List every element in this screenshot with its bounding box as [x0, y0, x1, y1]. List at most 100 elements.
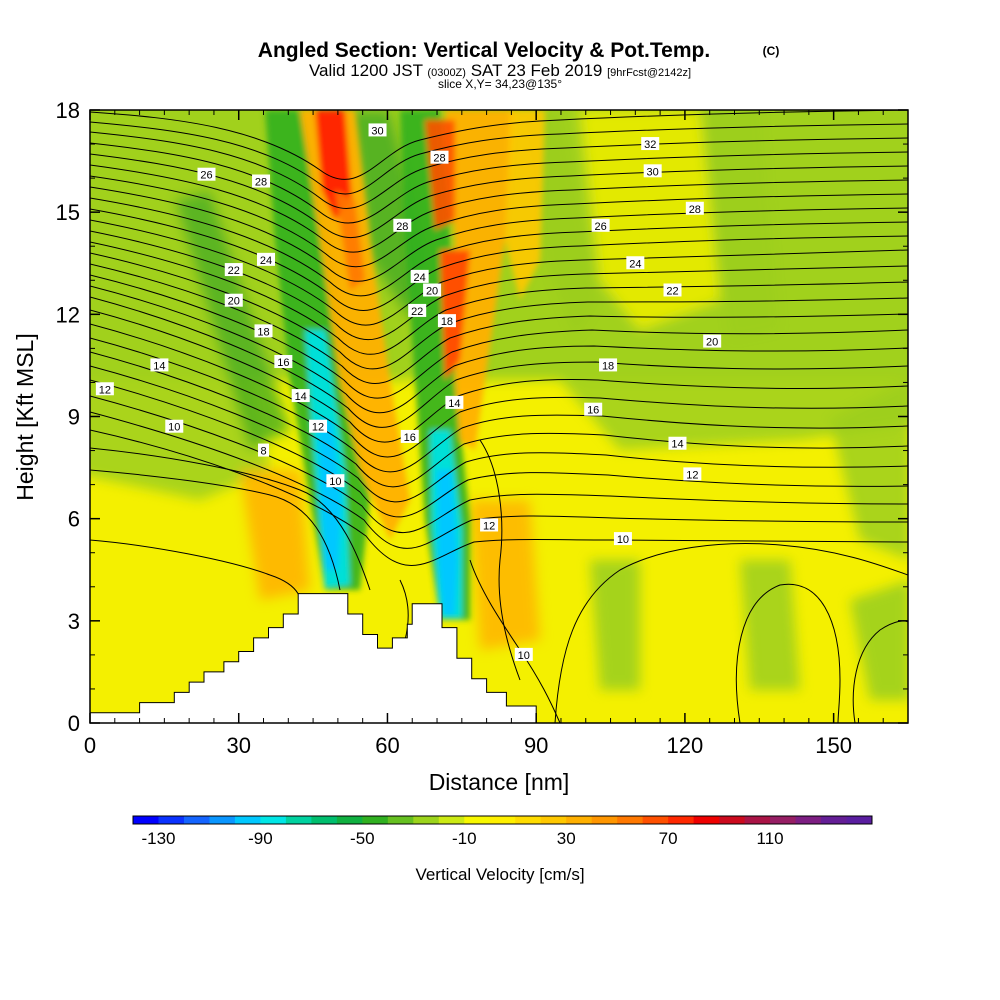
colorbar-swatch — [311, 816, 338, 824]
colorbar-tick-label: -130 — [141, 829, 175, 848]
theta-contour-right-low-1 — [554, 543, 908, 723]
w-right-green-streak — [830, 381, 908, 560]
theta-label-box — [445, 395, 464, 409]
theta-contour-row-26 — [90, 411, 908, 549]
theta-label-box — [252, 174, 271, 188]
colorbar-swatch — [133, 816, 159, 824]
colorbar-swatch — [438, 816, 465, 824]
w-lower-right-green-a — [590, 560, 640, 690]
theta-label: 28 — [396, 221, 408, 233]
theta-label: 30 — [647, 166, 659, 178]
colorbar-swatch — [413, 816, 440, 824]
theta-label-box — [643, 164, 662, 178]
theta-label: 20 — [228, 296, 240, 308]
theta-contour-row-12 — [90, 230, 908, 341]
w-far-right-green — [700, 110, 780, 340]
theta-label-box — [514, 647, 533, 661]
colorbar-swatch — [795, 816, 822, 824]
colorbar-swatch — [846, 816, 873, 824]
theta-label: 12 — [312, 422, 324, 434]
theta-label: 12 — [686, 469, 698, 481]
w-first-downdraft-core — [318, 420, 342, 570]
w-first-updraft-red-tail — [335, 190, 365, 290]
theta-label: 22 — [666, 285, 678, 297]
theta-label: 26 — [200, 170, 212, 182]
colorbar-swatch — [744, 816, 771, 824]
colorbar-swatch — [234, 816, 261, 824]
colorbar-tick-label: 110 — [757, 829, 784, 848]
theta-label: 18 — [602, 360, 614, 372]
colorbar-swatch — [515, 816, 542, 824]
theta-label-box — [95, 382, 114, 396]
theta-label-box — [150, 358, 169, 372]
colorbar-swatch — [464, 816, 491, 824]
y-tick-label: 0 — [68, 711, 80, 736]
x-tick-label: 30 — [226, 733, 250, 758]
x-tick-label: 150 — [815, 733, 852, 758]
colorbar-swatch — [770, 816, 797, 824]
theta-label: 24 — [260, 255, 272, 267]
colorbar-swatch — [260, 816, 287, 824]
theta-contour-terrain-hug — [399, 579, 409, 641]
w-lower-right-green-c — [850, 580, 908, 700]
theta-label-box — [584, 402, 603, 416]
theta-label-box — [393, 218, 412, 232]
colorbar-swatch — [591, 816, 618, 824]
theta-contour-row-30 — [479, 439, 521, 681]
theta-label-box — [668, 436, 687, 450]
colorbar-swatch — [387, 816, 414, 824]
theta-label: 14 — [295, 391, 307, 403]
w-second-downdraft-core — [437, 470, 458, 615]
theta-label-box — [703, 334, 722, 348]
theta-label: 10 — [168, 422, 180, 434]
colorbar-swatch — [642, 816, 669, 824]
theta-label-box — [224, 293, 243, 307]
theta-label: 30 — [371, 125, 383, 137]
colorbar-swatch — [362, 816, 389, 824]
theta-label-box — [197, 167, 216, 181]
theta-contour-row-22 — [90, 351, 908, 488]
theta-contour-row-03 — [90, 131, 908, 210]
w-right-orange-column — [505, 110, 545, 300]
theta-contour-row-24 — [90, 379, 908, 518]
y-axis: 0 3 6 9 12 15 18 — [56, 98, 908, 736]
theta-contour-row-21 — [90, 337, 908, 473]
theta-label: 14 — [671, 439, 683, 451]
theta-label: 28 — [433, 153, 445, 165]
theta-label: 32 — [644, 139, 656, 151]
theta-contour-row-07 — [90, 175, 908, 268]
theta-label-box — [591, 218, 610, 232]
theta-label-box — [480, 518, 499, 532]
theta-label: 18 — [441, 316, 453, 328]
colorbar-swatch — [668, 816, 695, 824]
terrain-mask — [90, 593, 537, 723]
chart-slice-label: slice X,Y= 34,23@135° — [438, 77, 562, 91]
colorbar-title: Vertical Velocity [cm/s] — [415, 865, 584, 884]
theta-contour-row-01 — [90, 110, 908, 180]
colorbar-swatch — [183, 816, 210, 824]
x-axis-label: Distance [nm] — [429, 769, 570, 795]
colorbar-swatch — [617, 816, 644, 824]
theta-label: 8 — [260, 446, 266, 458]
theta-label: 28 — [689, 204, 701, 216]
theta-label-box — [599, 358, 618, 372]
colorbar-swatch — [209, 816, 236, 824]
chart-title-mark: (C) — [763, 44, 780, 58]
w-lower-right-green-b — [740, 560, 800, 690]
theta-label-box — [437, 314, 456, 328]
theta-label-box — [165, 419, 184, 433]
theta-label-box — [626, 256, 645, 270]
colorbar-tick-label: 70 — [659, 829, 678, 848]
theta-label-box — [254, 324, 273, 338]
theta-label: 24 — [414, 272, 426, 284]
theta-contour-row-13 — [90, 241, 908, 355]
theta-label-box — [683, 467, 702, 481]
x-tick-label: 120 — [667, 733, 704, 758]
x-tick-label: 60 — [375, 733, 399, 758]
theta-label-box — [274, 355, 293, 369]
theta-label-box — [309, 419, 328, 433]
theta-label-box — [368, 123, 387, 137]
theta-label-box — [258, 443, 270, 457]
potential-temperature-contours — [90, 110, 908, 723]
